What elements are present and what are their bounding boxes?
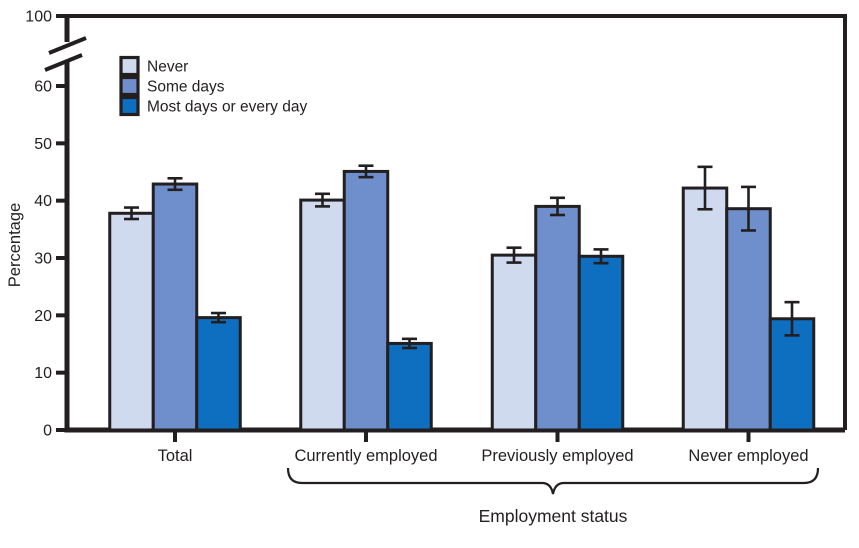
bar-4-1 bbox=[681, 186, 729, 432]
bar-2-1 bbox=[299, 198, 346, 432]
bar-2-2 bbox=[342, 169, 390, 432]
y-tick-label: 0 bbox=[43, 423, 52, 440]
bar-4-2 bbox=[725, 207, 772, 432]
legend-label: Never bbox=[147, 59, 188, 76]
bar-2-3 bbox=[386, 341, 433, 432]
y-tick-label: 10 bbox=[34, 365, 52, 382]
plot-area: 0 10 20 30 40 50 60 100 Total Currently employed P… bbox=[25, 9, 847, 495]
legend-swatch bbox=[119, 55, 140, 77]
category-label: Previously employed bbox=[481, 447, 633, 465]
y-tick-label: 30 bbox=[34, 251, 52, 268]
bar-4-3 bbox=[768, 317, 816, 432]
bar-3-1 bbox=[490, 253, 538, 432]
bar-1-2 bbox=[151, 182, 199, 432]
y-tick-label: 40 bbox=[34, 193, 52, 210]
bar-3-2 bbox=[534, 204, 581, 432]
x-axis-group-title: Employment status bbox=[479, 506, 628, 526]
category-label: Never employed bbox=[688, 447, 808, 465]
category-label: Currently employed bbox=[294, 447, 437, 465]
legend-swatch bbox=[119, 75, 140, 97]
y-tick-label: 60 bbox=[34, 79, 52, 96]
bar-1-3 bbox=[195, 316, 242, 432]
legend-label: Most days or every day bbox=[147, 99, 307, 116]
employment-status-bracket bbox=[286, 467, 820, 495]
axis-break-slash bbox=[44, 53, 83, 72]
axis-break-slash bbox=[48, 36, 87, 55]
legend-swatch bbox=[119, 95, 140, 117]
y-tick-label: 20 bbox=[34, 308, 52, 325]
bar-1-1 bbox=[108, 211, 155, 432]
y-tick-label: 50 bbox=[34, 136, 52, 153]
legend-label: Some days bbox=[147, 79, 225, 96]
y-tick-label: 100 bbox=[25, 9, 52, 26]
bar-3-3 bbox=[577, 254, 625, 432]
y-axis-title: Percentage bbox=[6, 203, 24, 287]
category-label: Total bbox=[158, 447, 193, 465]
